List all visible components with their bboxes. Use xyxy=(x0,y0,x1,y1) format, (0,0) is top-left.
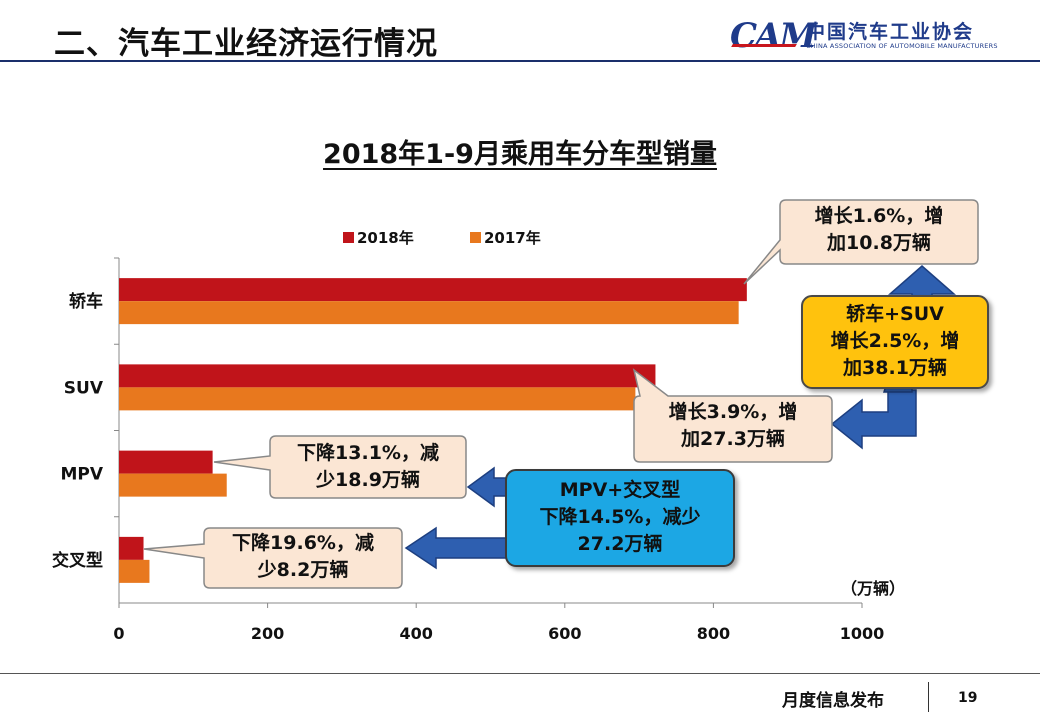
callout-suv: 增长3.9%，增 加27.3万辆 xyxy=(634,399,832,453)
bar-2018-0 xyxy=(119,278,747,302)
footer-divider xyxy=(0,673,1040,674)
callout-suv-shape xyxy=(632,368,833,463)
bar-2018-3 xyxy=(119,536,144,560)
bar-2018-1 xyxy=(119,364,656,388)
arrow-to-cross xyxy=(404,526,511,570)
chart-legend: 2018年 2017年 xyxy=(343,229,541,247)
page-number: 19 xyxy=(958,690,978,706)
chart-title: 2018年1-9月乘用车分车型销量 xyxy=(323,139,717,170)
callout-sedan: 增长1.6%，增 加10.8万辆 xyxy=(780,203,978,257)
logo-english-name: CHINA ASSOCIATION OF AUTOMOBILE MANUFACT… xyxy=(806,42,998,50)
callout-line: 少8.2万辆 xyxy=(257,559,349,581)
callout-line: 轿车+SUV xyxy=(846,303,944,325)
slide-title: 二、汽车工业经济运行情况 xyxy=(54,26,438,62)
callout-mpv-cross: MPV+交叉型 下降14.5%，减少 27.2万辆 xyxy=(506,477,734,558)
callout-line: 增长3.9%，增 xyxy=(668,401,798,423)
callout-line: 27.2万辆 xyxy=(577,533,663,555)
callout-cross-shape xyxy=(143,527,403,589)
callout-sedan-shape xyxy=(743,199,979,285)
caam-logo: CAM 中国汽车工业协会 CHINA ASSOCIATION OF AUTOMO… xyxy=(730,14,1030,56)
bar-2017-3 xyxy=(119,559,150,583)
callout-line: 下降13.1%，减 xyxy=(297,442,439,464)
logo-chinese-name: 中国汽车工业协会 xyxy=(806,21,975,43)
bar-2017-0 xyxy=(119,301,739,325)
x-tick-label: 800 xyxy=(697,624,730,643)
callout-line: 加38.1万辆 xyxy=(843,357,947,379)
callout-mpv-shape xyxy=(213,435,467,499)
x-tick-label: 0 xyxy=(113,624,124,643)
bar-2017-2 xyxy=(119,473,227,497)
legend-label: 2018年 xyxy=(357,229,414,247)
callout-sedan-suv-shape xyxy=(801,295,989,389)
callout-line: 加27.3万辆 xyxy=(681,428,785,450)
category-label: 轿车 xyxy=(69,291,103,312)
bar-2018-2 xyxy=(119,450,213,474)
callout-cross: 下降19.6%，减 少8.2万辆 xyxy=(204,530,402,584)
callout-mpv-cross-shape xyxy=(505,469,735,567)
category-label: 交叉型 xyxy=(52,550,103,571)
category-label: SUV xyxy=(64,378,104,398)
legend-swatch xyxy=(343,232,354,243)
x-tick-label: 600 xyxy=(548,624,581,643)
header-divider xyxy=(0,60,1040,62)
unit-label: （万辆） xyxy=(841,579,905,598)
arrow-to-mpv xyxy=(466,466,511,508)
chart-axes: 0 200 400 600 800 1000 轿车 SUV MPV 交叉型 （万辆） xyxy=(52,257,905,643)
category-label: MPV xyxy=(60,465,103,485)
arrow-to-suv xyxy=(830,389,917,450)
chart-bars xyxy=(119,278,747,583)
callout-sedan-suv: 轿车+SUV 增长2.5%，增 加38.1万辆 xyxy=(802,301,988,382)
callout-line: 增长1.6%，增 xyxy=(814,205,944,227)
legend-label: 2017年 xyxy=(484,229,541,247)
footer-text: 月度信息发布 xyxy=(782,691,884,711)
callout-line: 加10.8万辆 xyxy=(827,232,931,254)
caam-logo-mark: CAM xyxy=(730,16,817,56)
callout-mpv: 下降13.1%，减 少18.9万辆 xyxy=(270,440,466,494)
x-tick-label: 1000 xyxy=(840,624,885,643)
x-tick-label: 400 xyxy=(399,624,432,643)
callout-shapes xyxy=(143,199,989,589)
callout-line: 少18.9万辆 xyxy=(316,469,420,491)
x-tick-label: 200 xyxy=(251,624,284,643)
callout-line: 增长2.5%，增 xyxy=(830,330,960,352)
bar-2017-1 xyxy=(119,387,636,411)
legend-swatch xyxy=(470,232,481,243)
footer-separator xyxy=(928,682,929,712)
callout-line: MPV+交叉型 xyxy=(559,479,681,501)
callout-line: 下降19.6%，减 xyxy=(232,532,374,554)
callout-line: 下降14.5%，减少 xyxy=(539,506,701,528)
